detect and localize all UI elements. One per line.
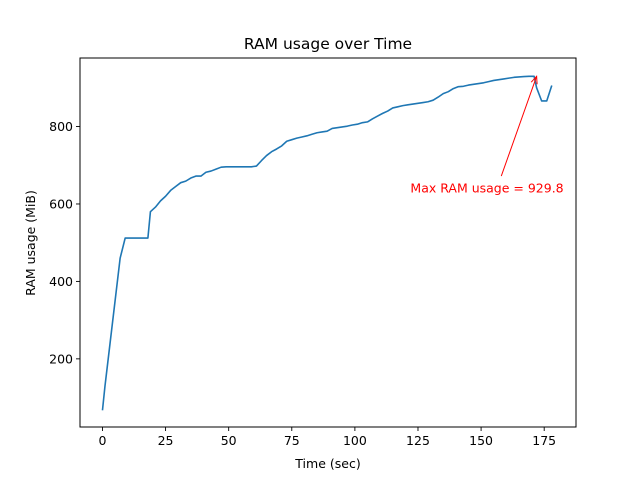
y-axis-label: RAM usage (MiB) <box>23 190 38 296</box>
x-axis: 0 25 50 75 100 125 150 175 <box>98 427 556 448</box>
plot-content <box>101 75 553 411</box>
plot-frame <box>79 57 577 428</box>
x-axis-label: Time (sec) <box>294 456 360 471</box>
x-tick-label: 150 <box>469 433 493 448</box>
x-tick-label: 100 <box>343 433 367 448</box>
y-tick-label: 800 <box>49 119 73 134</box>
x-tick-label: 0 <box>98 433 106 448</box>
x-tick-label: 25 <box>158 433 174 448</box>
annotation-arrowhead <box>530 75 538 85</box>
x-tick-label: 175 <box>532 433 556 448</box>
series-line-0 <box>101 75 553 411</box>
x-tick-label: 125 <box>406 433 430 448</box>
y-tick-label: 600 <box>49 196 73 211</box>
y-tick-label: 200 <box>49 351 73 366</box>
annotation-arrow <box>500 76 538 177</box>
annotation: Max RAM usage = 929.8 <box>410 75 564 195</box>
x-tick-label: 50 <box>221 433 237 448</box>
annotation-text: Max RAM usage = 929.8 <box>410 180 563 195</box>
y-tick-label: 400 <box>49 274 73 289</box>
chart-title: RAM usage over Time <box>244 35 412 53</box>
y-axis: 200 400 600 800 <box>49 119 80 366</box>
x-tick-label: 75 <box>284 433 300 448</box>
